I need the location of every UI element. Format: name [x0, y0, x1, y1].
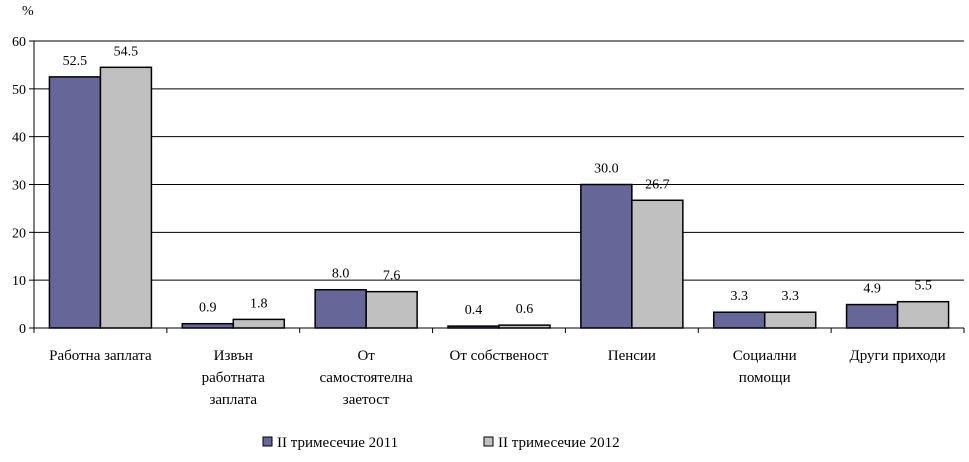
- y-tick-label: 50: [12, 83, 26, 98]
- x-category-label: Извън работната заплата: [202, 348, 266, 408]
- bar-2011: [48, 76, 102, 329]
- data-label: 5.5: [914, 279, 932, 294]
- x-category-label-line: помощи: [739, 370, 791, 386]
- y-tick-label: 0: [19, 322, 26, 337]
- data-label: 26.7: [645, 177, 670, 192]
- bar-2012: [896, 300, 950, 329]
- data-label: 3.3: [781, 289, 799, 304]
- data-label: 3.3: [730, 289, 748, 304]
- data-label: 0.4: [465, 303, 483, 318]
- data-label: 8.0: [332, 267, 350, 282]
- x-category-label: Работна заплата: [49, 348, 152, 364]
- axes: 0 10 20 30 40 50 60: [12, 35, 965, 337]
- x-category-label-line: Пенсии: [608, 348, 656, 364]
- bar-2012: [99, 66, 153, 329]
- y-tick-label: 10: [12, 274, 26, 289]
- x-category-label-line: Работна заплата: [49, 348, 152, 364]
- bar-2012: [232, 318, 286, 329]
- bar-2011: [314, 288, 367, 329]
- y-tick-label: 30: [12, 179, 26, 194]
- bar-2011: [712, 311, 766, 329]
- x-category-label: Други приходи: [849, 348, 945, 364]
- x-category-label: Пенсии: [608, 348, 656, 364]
- y-tick-label: 40: [12, 131, 26, 146]
- bar-2011: [181, 322, 235, 329]
- bar-2012: [763, 311, 817, 329]
- x-category-label-line: Социални: [733, 348, 797, 364]
- x-category-label-line: заетост: [343, 392, 390, 408]
- data-label: 52.5: [63, 54, 88, 69]
- legend-swatch: [262, 436, 273, 447]
- data-label: 1.8: [250, 296, 268, 311]
- bars: [48, 66, 950, 329]
- data-label: 7.6: [383, 269, 401, 284]
- category-labels: Работна заплата Извън работната заплата От са…: [49, 348, 945, 408]
- data-label: 30.0: [594, 162, 619, 177]
- legend-swatch: [483, 436, 494, 447]
- x-category-label: От собственост: [450, 348, 549, 364]
- data-label: 0.6: [516, 302, 534, 317]
- legend-label: II тримесечие 2011: [277, 435, 398, 451]
- x-category-label-line: самостоятелна: [319, 370, 413, 386]
- grid-lines: [34, 40, 964, 281]
- legend-label: II тримесечие 2012: [498, 435, 620, 451]
- x-category-label-line: работната: [202, 370, 266, 386]
- bar-2011: [580, 183, 633, 329]
- y-tick-label: 60: [12, 35, 26, 50]
- data-label: 0.9: [199, 301, 217, 316]
- bar-2012: [631, 199, 684, 329]
- bar-2011: [845, 303, 899, 329]
- legend: II тримесечие 2011 II тримесечие 2012: [262, 435, 620, 451]
- x-category-label-line: заплата: [209, 392, 257, 408]
- y-tick-label: 20: [12, 226, 26, 241]
- data-label: 54.5: [114, 44, 139, 59]
- x-category-label-line: От: [357, 348, 375, 364]
- data-label: 4.9: [863, 282, 881, 297]
- y-axis-label: %: [22, 4, 34, 19]
- bar-2012: [365, 290, 418, 329]
- x-category-label: Социални помощи: [733, 348, 797, 386]
- x-category-label-line: Извън: [214, 348, 253, 364]
- data-labels: 52.5 54.5 0.9 1.8 8.0 7.6 0.4 0.6 30.0 26.7 3.3 3.3…: [63, 44, 932, 318]
- x-category-label: От самостоятелна заетост: [319, 348, 413, 408]
- x-category-label-line: Други приходи: [849, 348, 945, 364]
- x-category-label-line: От собственост: [450, 348, 549, 364]
